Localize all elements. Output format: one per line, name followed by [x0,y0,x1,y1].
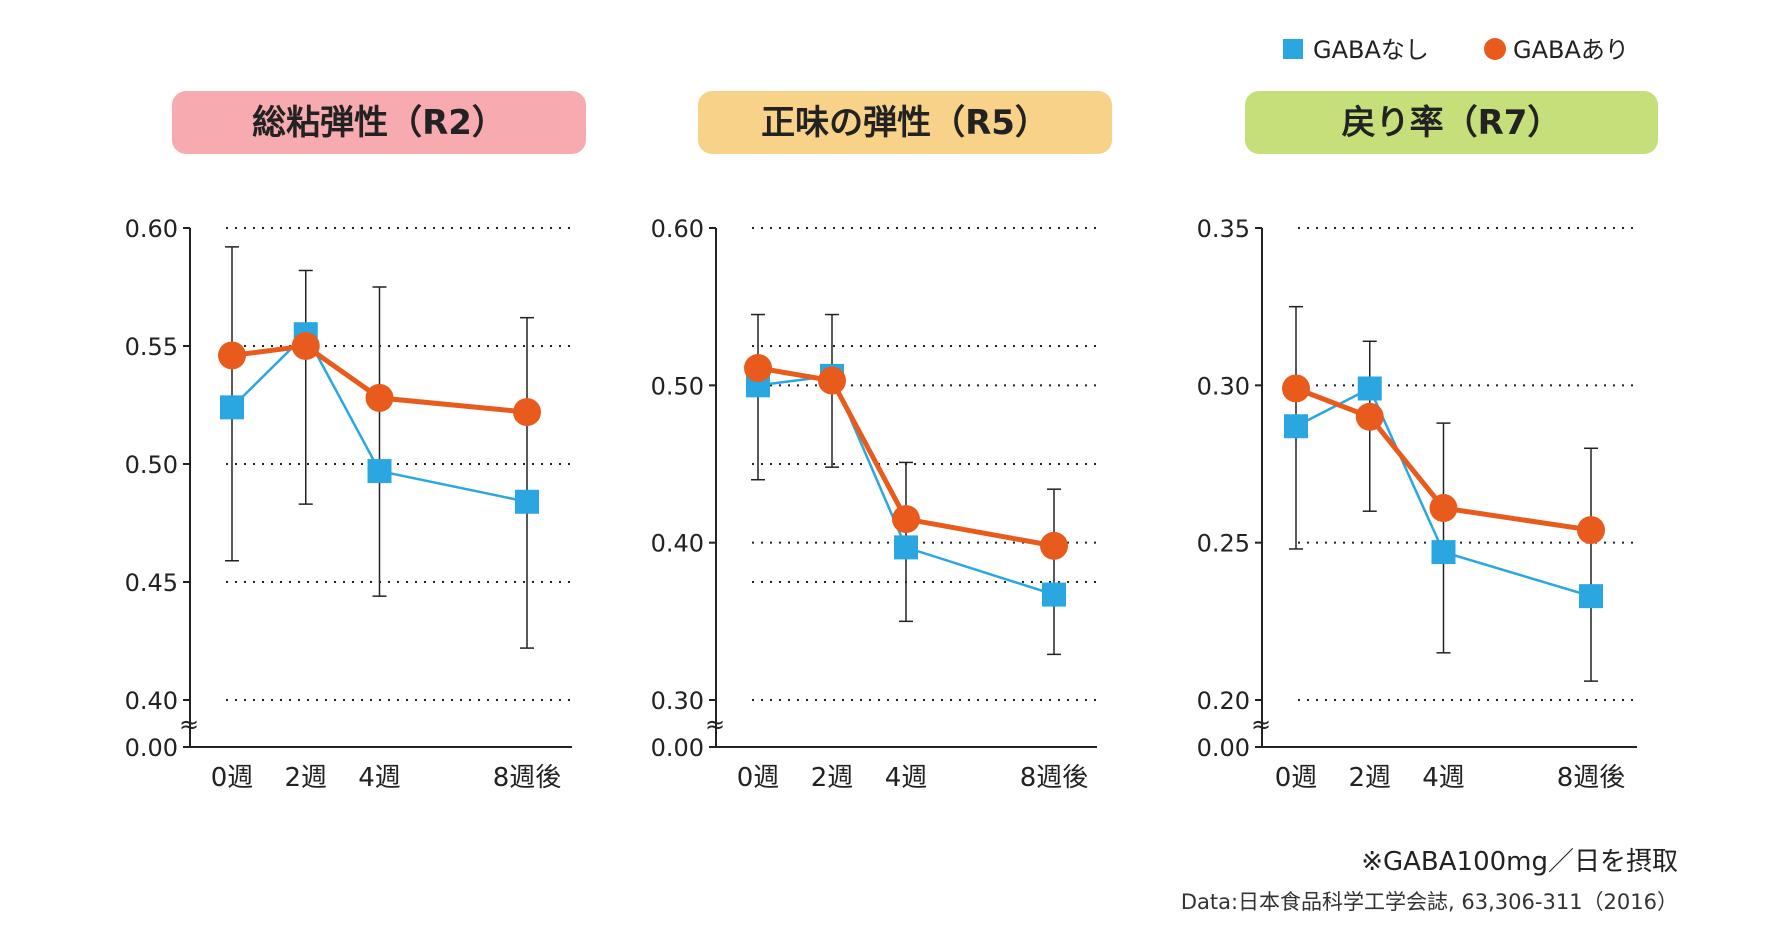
chart-title-pill [172,91,586,154]
chart-title-pill [698,91,1112,154]
y-zero-label: 0.00 [651,734,704,762]
data-point-square [1042,582,1066,607]
series-line-without-gaba [757,374,1055,596]
data-point-circle [818,366,846,395]
x-category-label: 0週 [211,763,254,793]
series-line-with-gaba [757,365,1055,549]
data-point-circle [1577,516,1605,545]
x-category-label: 8週後 [1020,763,1089,793]
legend-label-without-gaba: GABAなし [1313,36,1429,64]
data-point-square [367,459,392,484]
y-tick-label: 0.60 [125,215,178,243]
x-category-label: 0週 [737,763,780,793]
y-tick-label: 0.60 [651,215,704,243]
chart-panels: 総粘弾性（R2）0.400.450.500.550.600.00≈0週 2週 4週 8… [125,91,1658,793]
y-tick-label: 0.40 [125,687,178,715]
series-line-without-gaba [231,332,528,503]
data-point-circle [1355,402,1384,431]
data-point-circle [892,505,920,534]
y-tick-label: 0.45 [125,569,178,597]
data-point-circle [513,398,541,427]
legend-label-with-gaba: GABAあり [1513,36,1629,64]
y-tick-label: 0.55 [125,333,178,361]
data-point-square [1579,584,1603,609]
y-zero-label: 0.00 [1197,734,1250,762]
chart-title-pill [1245,91,1658,154]
y-zero-label: 0.00 [125,734,178,762]
legend-circle-marker [1484,38,1506,60]
data-point-square [894,535,918,560]
chart-title: 正味の弾性（R5） [761,103,1049,143]
axis-break-icon: ≈ [179,711,199,739]
data-point-circle [1282,374,1310,403]
data-point-circle [1429,494,1458,523]
y-tick-label: 0.50 [125,451,178,479]
x-category-label: 2週 [1348,763,1391,793]
x-category-label: 8週後 [493,763,562,793]
axis-break-icon: ≈ [705,711,725,739]
data-source: Data:日本食品科学工学会誌, 63,306-311（2016） [1181,890,1678,914]
y-tick-label: 0.25 [1197,530,1250,558]
legend-square-marker [1283,39,1303,59]
chart-panel: 戻り率（R7） 0.20 0.25 0.30 0.35 0.00≈0週 2週 4週 8週後 [1197,91,1658,793]
x-category-label: 4週 [885,763,928,793]
y-tick-label: 0.40 [651,530,704,558]
data-point-square [220,395,244,420]
data-point-square [515,489,539,514]
y-tick-label: 0.35 [1197,215,1250,243]
y-tick-label: 0.30 [651,687,704,715]
y-tick-label: 0.50 [651,372,704,400]
data-point-square [1357,376,1382,401]
y-tick-label: 0.20 [1197,687,1250,715]
chart-panel: 正味の弾性（R5） 0.30 0.40 0.50 0.60 0.00≈0週 2週 4週 8週後 [651,91,1112,793]
data-point-circle [1040,531,1068,560]
data-point-circle [365,383,394,412]
x-category-label: 2週 [284,763,327,793]
data-point-circle [291,332,320,360]
y-tick-label: 0.30 [1197,372,1250,400]
chart-title: 戻り率（R7） [1342,103,1562,143]
legend: GABAなし GABAあり [1283,36,1629,64]
series-line-with-gaba [231,343,528,415]
chart-panel: 総粘弾性（R2） 0.40 0.45 0.50 0.55 0.60 0.00≈0週 2週 4週 8… [125,91,586,793]
data-point-square [1284,414,1308,439]
data-point-circle [218,341,246,370]
data-point-square [1431,540,1456,565]
axis-break-icon: ≈ [1251,711,1271,739]
x-category-label: 8週後 [1557,763,1626,793]
series-line-with-gaba [1295,386,1592,533]
chart-title: 総粘弾性（R2） [252,103,506,143]
x-category-label: 4週 [1422,763,1465,793]
series-line-without-gaba [1295,386,1592,598]
x-category-label: 2週 [811,763,854,793]
dose-note: ※GABA100mg／日を摂取 [1361,847,1678,877]
x-category-label: 4週 [358,763,401,793]
data-point-circle [744,354,772,383]
x-category-label: 0週 [1275,763,1318,793]
